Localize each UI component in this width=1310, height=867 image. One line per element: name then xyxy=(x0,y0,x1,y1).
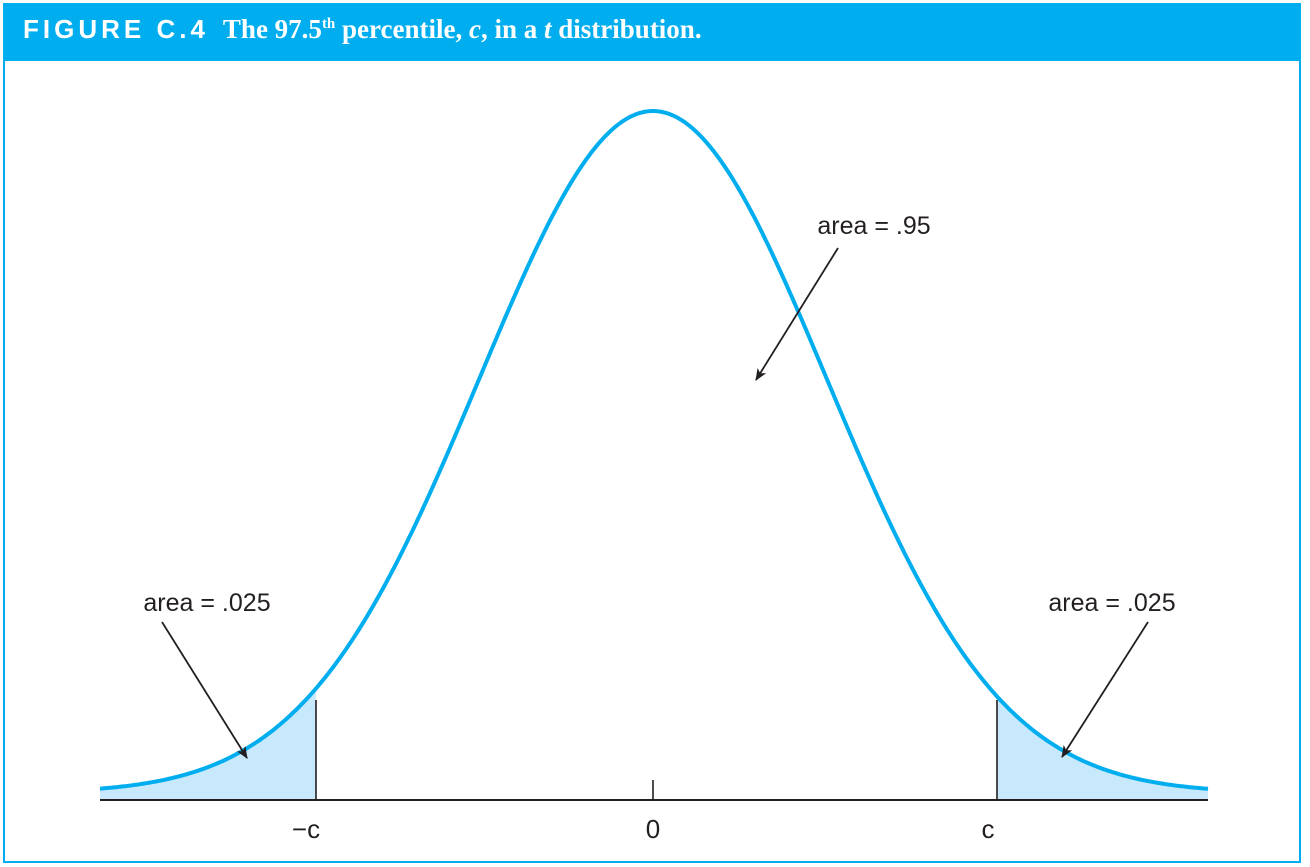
center-area-arrow xyxy=(755,247,839,381)
tick-label-minus-c: −c xyxy=(292,814,320,844)
right-tail-label: area = .025 xyxy=(1048,589,1175,617)
figure-header: FIGURE C.4 The 97.5th percentile, c, in a… xyxy=(3,3,1301,61)
left-tail-region xyxy=(100,688,316,800)
center-area-label: area = .95 xyxy=(817,212,930,240)
figure-frame xyxy=(3,3,1301,863)
tick-label-c: c xyxy=(982,814,995,844)
density-curve xyxy=(99,109,1209,791)
right-tail-region xyxy=(997,696,1208,800)
figure-title: The 97.5th percentile, c, in a t distrib… xyxy=(222,14,702,44)
right-tail-arrow xyxy=(1061,621,1149,758)
left-tail-arrow xyxy=(161,621,248,759)
figure-label: FIGURE C.4 xyxy=(23,14,209,44)
left-tail-label: area = .025 xyxy=(143,589,270,617)
tick-label-zero: 0 xyxy=(646,814,660,844)
